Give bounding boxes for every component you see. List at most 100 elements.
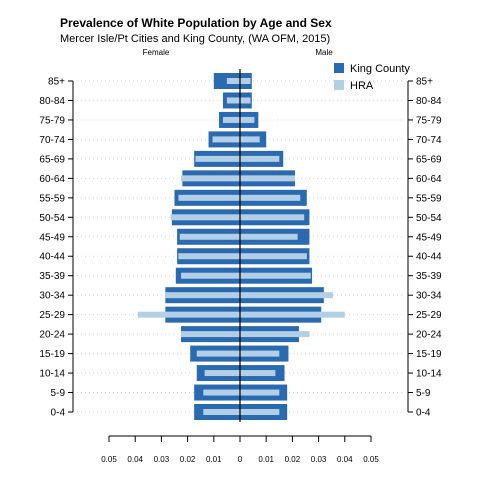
legend-label-hra: HRA xyxy=(350,80,374,92)
hra-male-bar-70-74 xyxy=(240,136,260,143)
right-tick-label-0-4: 0-4 xyxy=(416,408,431,419)
right-tick-label-50-54: 50-54 xyxy=(416,213,442,224)
legend-swatch-king-county xyxy=(334,63,344,73)
hra-male-bar-45-49 xyxy=(240,233,298,240)
x-tick-label-0: 0.05 xyxy=(101,455,117,464)
right-tick-label-10-14: 10-14 xyxy=(416,369,442,380)
king-county-bars xyxy=(165,73,324,420)
left-tick-label-80-84: 80-84 xyxy=(39,96,65,107)
hra-male-bar-75-79 xyxy=(240,116,255,123)
hra-male-bar-50-54 xyxy=(240,214,305,221)
hra-female-bar-25-29 xyxy=(137,311,240,318)
right-tick-label-45-49: 45-49 xyxy=(416,232,442,243)
hra-male-bar-0-4 xyxy=(240,409,280,415)
x-tick-label-5: 0 xyxy=(238,455,243,464)
left-tick-label-10-14: 10-14 xyxy=(39,369,65,380)
hra-female-bar-50-54 xyxy=(170,214,240,221)
x-tick-label-9: 0.04 xyxy=(337,455,353,464)
hra-male-bar-30-34 xyxy=(240,292,334,299)
right-tick-label-85+: 85+ xyxy=(416,77,433,88)
left-tick-label-45-49: 45-49 xyxy=(39,232,65,243)
right-tick-label-75-79: 75-79 xyxy=(416,115,442,126)
left-tick-label-65-69: 65-69 xyxy=(39,154,65,165)
left-tick-label-85+: 85+ xyxy=(48,77,65,88)
x-tick-label-1: 0.04 xyxy=(127,455,143,464)
x-tick-label-10: 0.05 xyxy=(363,455,379,464)
left-tick-label-20-24: 20-24 xyxy=(39,330,65,341)
x-tick-label-8: 0.03 xyxy=(311,455,327,464)
hra-female-bar-45-49 xyxy=(179,233,240,240)
left-tick-label-5-9: 5-9 xyxy=(51,388,66,399)
right-tick-label-55-59: 55-59 xyxy=(416,193,442,204)
right-tick-label-20-24: 20-24 xyxy=(416,330,442,341)
chart-title: Prevalence of White Population by Age an… xyxy=(60,16,332,30)
hra-female-bar-10-14 xyxy=(204,370,240,377)
hra-male-bar-10-14 xyxy=(240,370,276,377)
left-tick-label-75-79: 75-79 xyxy=(39,115,65,126)
hra-male-bar-5-9 xyxy=(240,389,280,396)
hra-female-bar-60-64 xyxy=(181,175,240,182)
hra-female-bar-20-24 xyxy=(181,331,240,338)
legend-label-king-county: King County xyxy=(350,63,410,75)
hra-male-bar-35-39 xyxy=(240,272,311,279)
x-tick-label-4: 0.01 xyxy=(206,455,222,464)
hra-male-bar-25-29 xyxy=(240,311,345,318)
hra-male-bar-85+ xyxy=(240,78,251,84)
x-tick-label-3: 0.02 xyxy=(180,455,196,464)
left-tick-label-40-44: 40-44 xyxy=(39,252,65,263)
x-tick-label-7: 0.02 xyxy=(285,455,301,464)
right-tick-label-80-84: 80-84 xyxy=(416,96,442,107)
hra-female-bar-85+ xyxy=(226,78,240,84)
hra-female-bar-15-19 xyxy=(196,350,240,357)
hra-female-bar-5-9 xyxy=(203,389,240,396)
hra-male-bar-60-64 xyxy=(240,175,296,182)
hra-female-bar-70-74 xyxy=(212,136,240,143)
hra-female-bar-80-84 xyxy=(226,97,240,104)
left-tick-label-60-64: 60-64 xyxy=(39,174,65,185)
x-tick-label-2: 0.03 xyxy=(154,455,170,464)
hra-bars xyxy=(137,78,345,415)
grid-lines xyxy=(77,80,404,413)
right-tick-label-60-64: 60-64 xyxy=(416,174,442,185)
left-tick-label-70-74: 70-74 xyxy=(39,135,65,146)
proportion-x-axis: 0.05 0.04 0.03 0.02 0.01 0 0.01 0.02 0.03 0.04 0.0… xyxy=(101,435,379,464)
hra-male-bar-80-84 xyxy=(240,97,251,104)
hra-female-bar-65-69 xyxy=(195,155,240,162)
hra-female-bar-40-44 xyxy=(178,253,240,260)
hra-male-bar-65-69 xyxy=(240,155,280,162)
right-tick-label-40-44: 40-44 xyxy=(416,252,442,263)
left-tick-label-30-34: 30-34 xyxy=(39,291,65,302)
hra-female-bar-55-59 xyxy=(178,194,240,201)
legend-swatch-hra xyxy=(334,80,344,90)
right-tick-label-30-34: 30-34 xyxy=(416,291,442,302)
hra-female-bar-35-39 xyxy=(181,272,240,279)
left-age-axis: 0-4 5-9 10-14 15-19 20-24 25-29 30-34 35-39 40-4… xyxy=(39,77,74,419)
right-tick-label-25-29: 25-29 xyxy=(416,310,442,321)
hra-male-bar-20-24 xyxy=(240,331,310,338)
right-tick-label-15-19: 15-19 xyxy=(416,349,442,360)
x-tick-label-6: 0.01 xyxy=(258,455,274,464)
right-tick-label-35-39: 35-39 xyxy=(416,271,442,282)
right-age-axis: 0-4 5-9 10-14 15-19 20-24 25-29 30-34 35-39 40-4… xyxy=(407,77,442,419)
hra-male-bar-15-19 xyxy=(240,350,280,357)
hra-female-bar-30-34 xyxy=(165,292,240,299)
left-tick-label-25-29: 25-29 xyxy=(39,310,65,321)
female-side-label: Female xyxy=(143,48,170,57)
right-tick-label-70-74: 70-74 xyxy=(416,135,442,146)
hra-male-bar-55-59 xyxy=(240,194,301,201)
legend: King County HRA xyxy=(334,63,410,92)
hra-female-bar-0-4 xyxy=(203,409,240,415)
right-tick-label-5-9: 5-9 xyxy=(416,388,431,399)
left-tick-label-35-39: 35-39 xyxy=(39,271,65,282)
left-tick-label-55-59: 55-59 xyxy=(39,193,65,204)
left-tick-label-50-54: 50-54 xyxy=(39,213,65,224)
chart-subtitle: Mercer Isle/Pt Cities and King County, (… xyxy=(60,33,330,45)
left-tick-label-0-4: 0-4 xyxy=(51,408,66,419)
hra-female-bar-75-79 xyxy=(222,116,240,123)
right-tick-label-65-69: 65-69 xyxy=(416,154,442,165)
left-tick-label-15-19: 15-19 xyxy=(39,349,65,360)
hra-male-bar-40-44 xyxy=(240,253,307,260)
male-side-label: Male xyxy=(315,48,333,57)
